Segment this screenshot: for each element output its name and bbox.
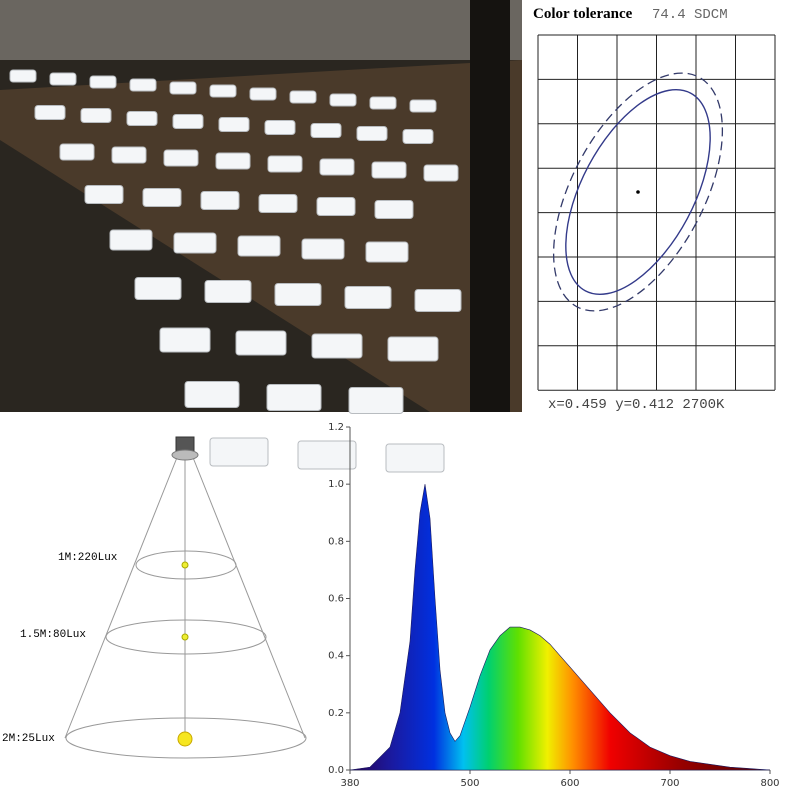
lamp — [169, 81, 197, 95]
lamp — [356, 126, 388, 141]
x-tick-label: 600 — [560, 778, 579, 789]
lamp — [344, 286, 392, 309]
lamp — [159, 327, 211, 353]
lamp — [266, 384, 322, 411]
color-tolerance-panel: Color tolerance 74.4 SDCM x=0.459 y=0.41… — [533, 6, 776, 413]
lamp — [111, 146, 147, 164]
lamp — [209, 84, 237, 98]
x-tick-label: 700 — [660, 778, 679, 789]
lamp — [209, 437, 269, 467]
y-tick-label: 1.0 — [328, 479, 344, 490]
lamp — [142, 188, 182, 207]
lamp — [34, 105, 66, 120]
lamp — [274, 283, 322, 306]
spot — [181, 561, 189, 569]
lamp — [172, 114, 204, 129]
tolerance-coordinates: x=0.459 y=0.412 2700K — [548, 397, 725, 413]
lamp — [84, 185, 124, 204]
lamp — [258, 194, 298, 213]
lamp — [126, 111, 158, 126]
cone-level-label: 1M:220Lux — [58, 552, 118, 564]
product-photo — [0, 0, 522, 473]
y-tick-label: 0.6 — [328, 594, 344, 605]
x-tick-label: 800 — [760, 778, 779, 789]
lamp — [301, 238, 345, 260]
tolerance-title: Color tolerance — [533, 6, 633, 22]
lamp — [59, 143, 95, 161]
lamp — [316, 197, 356, 216]
lamp — [215, 152, 251, 170]
y-tick-label: 0.8 — [328, 536, 344, 547]
lamp — [89, 75, 117, 89]
lamp — [235, 330, 287, 356]
cone-ring — [65, 717, 307, 759]
spot — [181, 633, 189, 641]
lamp-icon — [175, 436, 195, 452]
lamp — [374, 200, 414, 219]
cone-level-label: 2M:25Lux — [2, 733, 55, 745]
lamp — [289, 90, 317, 104]
cone-level-label: 1.5M:80Lux — [20, 629, 86, 641]
y-tick-label: 0.4 — [328, 651, 344, 662]
chromaticity-point — [636, 190, 640, 194]
lamp — [134, 277, 182, 300]
y-tick-label: 1.2 — [328, 422, 344, 433]
lamp — [385, 443, 445, 473]
lamp — [129, 78, 157, 92]
spot — [177, 731, 193, 747]
lamp — [264, 120, 296, 135]
lamp — [311, 333, 363, 359]
x-tick-label: 380 — [340, 778, 359, 789]
tolerance-ellipse-outer — [552, 72, 724, 312]
cone-edge — [64, 454, 179, 739]
y-tick-label: 0.2 — [328, 708, 344, 719]
lamp — [365, 241, 409, 263]
lamp — [267, 155, 303, 173]
lamp — [249, 87, 277, 101]
lamp-face — [171, 449, 199, 461]
tolerance-grid — [537, 34, 776, 391]
lamp — [173, 232, 217, 254]
lamp — [371, 161, 407, 179]
lamp — [414, 289, 462, 312]
lamp — [423, 164, 459, 182]
lamp — [329, 93, 357, 107]
lamp — [49, 72, 77, 86]
tolerance-ellipse — [565, 88, 711, 296]
lamp — [218, 117, 250, 132]
lamp — [184, 381, 240, 408]
lamp — [387, 336, 439, 362]
photo-wall — [0, 0, 522, 60]
lamp — [369, 96, 397, 110]
lamp — [348, 387, 404, 414]
lamp — [297, 440, 357, 470]
lamp — [237, 235, 281, 257]
lamp — [80, 108, 112, 123]
y-tick-label: 0.0 — [328, 765, 344, 776]
lamp — [204, 280, 252, 303]
lamp — [109, 229, 153, 251]
lamp — [9, 69, 37, 83]
lamp — [319, 158, 355, 176]
spectrum-area — [349, 484, 771, 771]
lamp — [163, 149, 199, 167]
cone-edge — [191, 454, 306, 739]
photo-post — [470, 0, 510, 412]
lamp — [409, 99, 437, 113]
lamp — [200, 191, 240, 210]
cone-ring — [105, 619, 267, 655]
light-cone — [64, 436, 307, 759]
lamp — [402, 129, 434, 144]
spectrum-chart: 0.0 0.2 0.4 0.6 0.8 1.0 1.2 380 500 600 700 800 — [328, 422, 779, 789]
lamp — [310, 123, 342, 138]
tolerance-sdcm: 74.4 SDCM — [652, 7, 728, 23]
cone-ring — [135, 550, 237, 580]
x-tick-label: 500 — [460, 778, 479, 789]
